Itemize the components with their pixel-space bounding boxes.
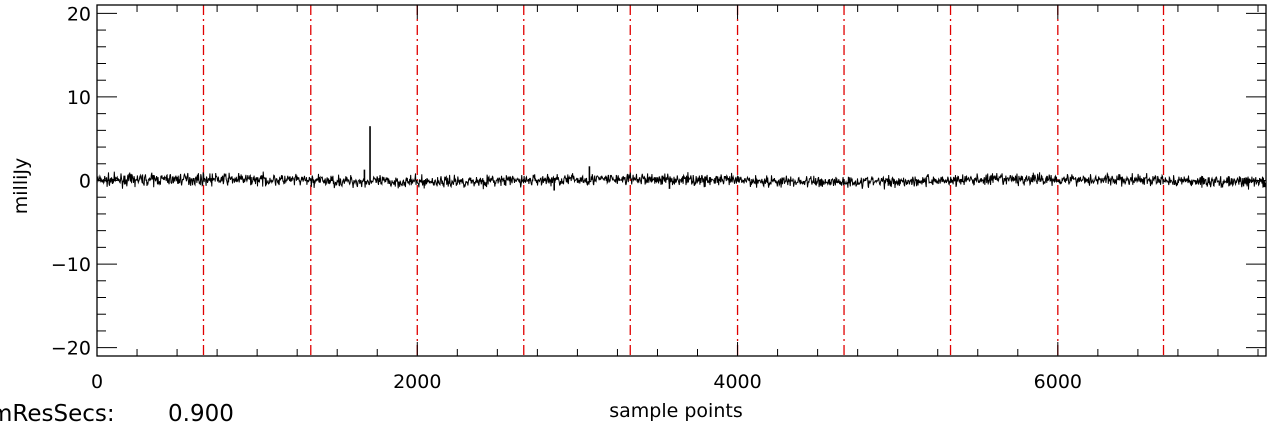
ticks — [96, 5, 1266, 356]
y-axis-title: milliJy — [10, 158, 32, 214]
y-tick-label: −10 — [51, 254, 91, 276]
y-tick-label: 0 — [79, 171, 91, 193]
footer-value: 0.900 — [168, 401, 234, 427]
x-tick-label: 2000 — [393, 371, 441, 393]
x-tick-label: 4000 — [713, 371, 761, 393]
footer-label: mResSecs: — [0, 401, 115, 427]
x-axis-title: sample points — [609, 400, 742, 422]
y-tick-label: −20 — [51, 338, 91, 360]
tick-labels: 0 2000 4000 6000 −20 −10 0 10 20 — [51, 3, 1082, 393]
x-tick-label: 0 — [91, 371, 103, 393]
x-tick-label: 6000 — [1034, 371, 1082, 393]
series-group — [96, 126, 1267, 191]
series-line — [96, 171, 1267, 190]
y-tick-label: 10 — [67, 87, 91, 109]
y-tick-label: 20 — [67, 3, 91, 25]
